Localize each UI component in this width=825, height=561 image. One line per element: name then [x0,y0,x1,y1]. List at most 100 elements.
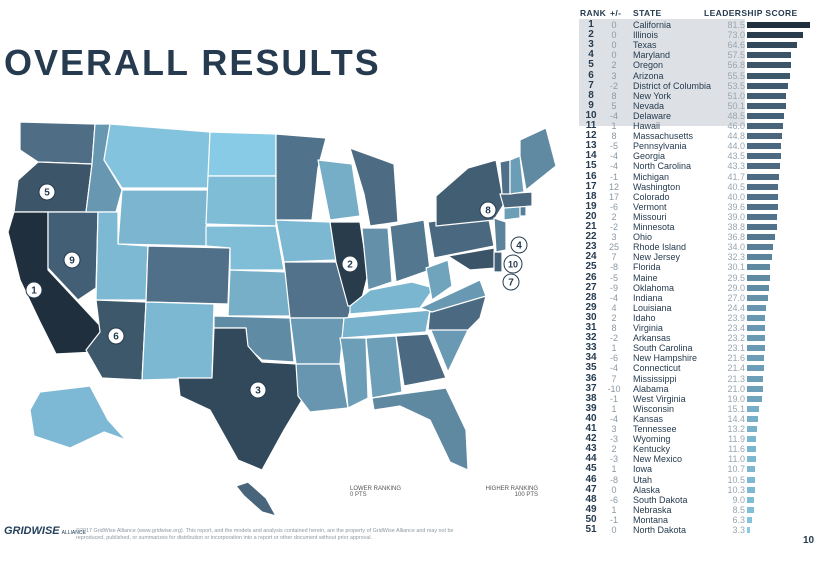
score-bar [747,405,759,412]
rank-cell: 33 [585,342,597,354]
change-cell: 2 [611,211,617,222]
score-cell: 14.4 [727,413,745,424]
state-cell: Kentucky [633,444,671,455]
change-cell: 7 [611,373,617,384]
rank-cell: 12 [585,130,597,142]
table-row: 3 0 Texas 64.6 [570,40,820,50]
score-cell: 40.0 [727,191,745,202]
score-bar [747,325,766,331]
score-bar [747,163,781,170]
score-cell: 46.0 [727,121,745,131]
rank-cell: 45 [585,463,597,475]
score-cell: 38.8 [727,222,745,232]
score-bar [747,193,778,200]
change-cell: 3 [611,232,617,243]
table-row: 1 0 California 81.5 [570,20,820,30]
rank-marker: 2 [341,255,359,273]
state-rhode-island [519,205,527,217]
rank-cell: 44 [585,453,597,465]
score-bar [747,123,783,129]
rank-cell: 4 [588,49,594,61]
change-cell: -4 [609,292,618,303]
rank-marker: 3 [249,381,267,399]
rank-cell: 13 [585,140,597,152]
table-row: 31 8 Virginia 23.4 [570,323,820,333]
rank-cell: 21 [585,221,597,232]
score-cell: 24.4 [727,302,745,313]
change-cell: 1 [611,343,617,354]
score-bar [747,294,768,301]
change-cell: 0 [611,40,617,51]
score-bar [747,72,790,79]
rank-marker: 5 [38,183,56,201]
rank-cell: 43 [585,443,597,455]
change-cell: 0 [611,20,617,30]
table-row: 9 5 Nevada 50.1 [570,100,820,111]
change-cell: 5 [611,100,617,111]
state-cell: Virginia [633,323,663,333]
score-cell: 3.3 [732,525,745,535]
change-cell: -6 [609,201,618,212]
change-cell: -2 [609,222,618,232]
score-cell: 8.5 [732,504,745,515]
state-arkansas [289,317,345,365]
table-row: 39 1 Wisconsin 15.1 [570,403,820,414]
change-cell: -3 [609,434,618,445]
score-cell: 44.8 [727,131,745,142]
score-cell: 10.5 [727,474,745,485]
table-row: 7 -2 District of Columbia 53.5 [570,80,820,91]
state-wisconsin [317,159,361,221]
score-cell: 56.8 [727,60,745,71]
table-row: 13 -5 Pennsylvania 44.0 [570,141,820,151]
state-cell: Wisconsin [633,403,675,414]
rank-cell: 31 [585,322,597,333]
score-bar [747,264,771,271]
score-cell: 73.0 [727,30,745,41]
rank-cell: 30 [585,311,597,323]
score-cell: 51.0 [727,90,745,101]
state-cell: Hawaii [633,121,661,131]
state-alaska [29,385,127,449]
state-cell: Alaska [633,484,661,495]
change-cell: -4 [609,413,618,424]
score-cell: 27.0 [727,292,745,303]
table-row: 15 -4 North Carolina 43.3 [570,161,820,171]
table-row: 33 1 South Carolina 23.1 [570,343,820,353]
rank-marker: 6 [107,327,125,345]
score-bar [747,42,797,49]
state-cell: New Jersey [633,252,681,263]
rank-cell: 27 [585,281,597,293]
state-cell: Tennessee [633,424,677,434]
change-cell: 8 [611,131,617,142]
state-cell: Rhode Island [633,242,687,253]
score-bar [747,224,777,230]
score-cell: 21.0 [727,383,745,394]
state-cell: Arizona [633,70,664,81]
table-row: 16 -1 Michigan 41.7 [570,171,820,182]
rank-cell: 2 [588,29,594,41]
score-bar [747,456,756,463]
state-south-dakota [205,175,277,227]
rank-cell: 49 [585,503,597,515]
score-cell: 23.2 [727,333,745,344]
state-mississippi [339,337,369,409]
score-bar [747,203,778,210]
score-bar [747,22,810,28]
score-bar [747,133,782,140]
change-cell: -9 [609,282,618,293]
score-cell: 21.4 [727,363,745,374]
us-choropleth-map: 1 2 3 4 5 6 7 8 9 10 [7,121,557,517]
change-cell: -1 [609,171,618,182]
score-cell: 48.5 [727,110,745,121]
score-bar [747,466,756,473]
score-cell: 29.0 [727,282,745,293]
state-iowa [275,219,337,263]
change-cell: 0 [611,50,617,61]
page-title: OVERALL RESULTS [4,42,381,83]
rank-cell: 40 [585,412,597,424]
rank-marker: 4 [510,236,528,254]
state-cell: Utah [633,474,653,485]
score-cell: 6.3 [732,514,745,525]
change-cell: -10 [607,383,621,394]
score-bar [747,314,766,321]
